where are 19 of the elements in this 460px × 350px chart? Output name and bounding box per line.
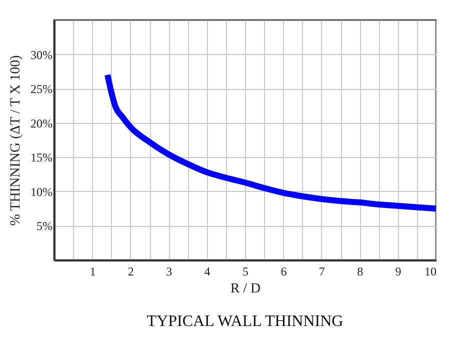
x-tick-label: 6 [280, 264, 287, 278]
x-tick-label: 3 [166, 264, 172, 278]
x-tick-label: 5 [242, 264, 248, 278]
x-tick-label: 2 [128, 264, 134, 278]
x-tick-label: 7 [318, 264, 325, 278]
text: TYPICAL WALL THINNING [146, 313, 344, 330]
y-tick-label: 30% [30, 48, 52, 62]
x-tick-label: 10 [424, 264, 436, 278]
x-tick-label: 8 [357, 264, 364, 278]
y-tick-label: 20% [30, 116, 52, 130]
y-axis-title: % THINNING (ΔT / T X 100) [8, 54, 24, 226]
x-tick-label: 1 [90, 264, 96, 278]
x-tick-label: 4 [204, 264, 210, 278]
y-tick-label: 5% [36, 219, 52, 234]
x-tick-label: 9 [395, 264, 402, 278]
y-tick-label: 15% [30, 150, 52, 165]
y-tick-label: 10% [30, 184, 52, 199]
x-axis-title: R / D [230, 282, 261, 296]
y-tick-label: 25% [30, 82, 52, 96]
